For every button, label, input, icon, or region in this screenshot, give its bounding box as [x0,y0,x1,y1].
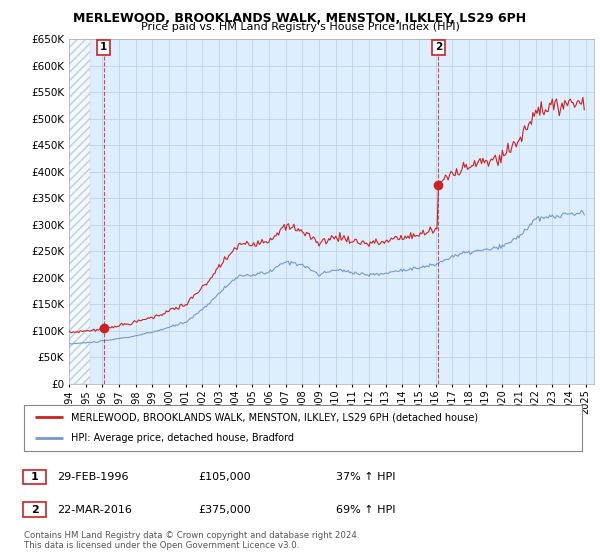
Text: Price paid vs. HM Land Registry's House Price Index (HPI): Price paid vs. HM Land Registry's House … [140,22,460,32]
Text: 1: 1 [100,42,107,52]
Text: MERLEWOOD, BROOKLANDS WALK, MENSTON, ILKLEY, LS29 6PH (detached house): MERLEWOOD, BROOKLANDS WALK, MENSTON, ILK… [71,412,479,422]
Text: 22-MAR-2016: 22-MAR-2016 [57,505,132,515]
Text: £105,000: £105,000 [198,472,251,482]
Text: 69% ↑ HPI: 69% ↑ HPI [336,505,395,515]
Text: 2: 2 [31,505,38,515]
Text: £375,000: £375,000 [198,505,251,515]
Text: MERLEWOOD, BROOKLANDS WALK, MENSTON, ILKLEY, LS29 6PH: MERLEWOOD, BROOKLANDS WALK, MENSTON, ILK… [73,12,527,25]
Text: Contains HM Land Registry data © Crown copyright and database right 2024.
This d: Contains HM Land Registry data © Crown c… [24,531,359,550]
Text: 29-FEB-1996: 29-FEB-1996 [57,472,128,482]
Text: 37% ↑ HPI: 37% ↑ HPI [336,472,395,482]
Text: HPI: Average price, detached house, Bradford: HPI: Average price, detached house, Brad… [71,433,295,444]
Text: 2: 2 [435,42,442,52]
Text: 1: 1 [31,472,38,482]
